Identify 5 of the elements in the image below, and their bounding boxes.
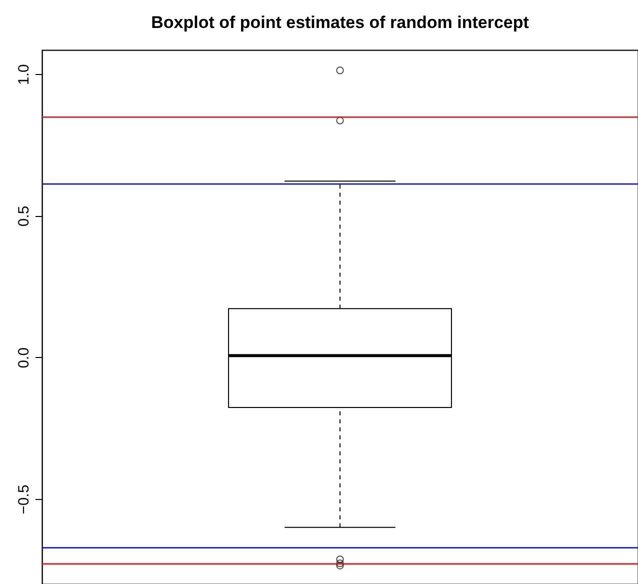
y-tick-label: 0.5 [16, 206, 32, 227]
chart-title: Boxplot of point estimates of random intercept [151, 13, 530, 32]
y-tick-label: 0.0 [16, 347, 32, 368]
y-tick-label: 1.0 [16, 64, 32, 86]
y-tick-label: −0.5 [16, 484, 32, 514]
